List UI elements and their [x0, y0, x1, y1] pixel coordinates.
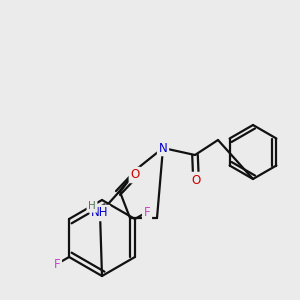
Text: H: H [88, 201, 96, 211]
Text: O: O [130, 169, 140, 182]
Text: N: N [159, 142, 167, 154]
Text: NH: NH [91, 206, 109, 220]
Text: F: F [144, 206, 150, 218]
Text: O: O [191, 173, 201, 187]
Text: F: F [54, 257, 60, 271]
